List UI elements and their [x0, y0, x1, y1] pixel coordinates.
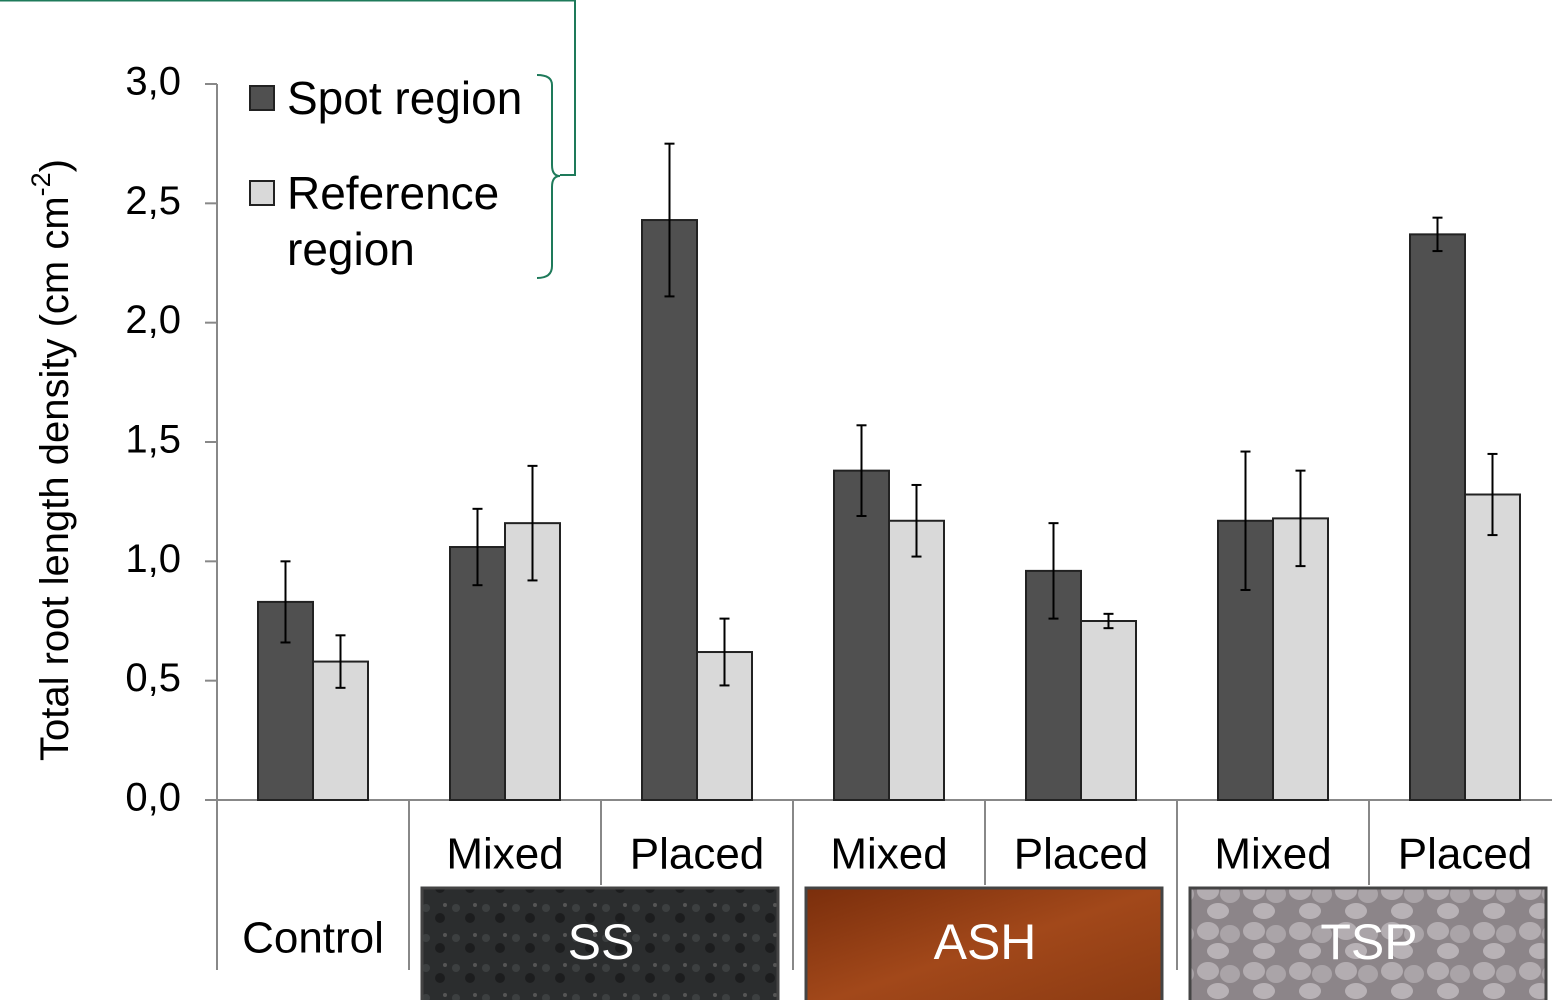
y-tick-label: 0,5: [125, 656, 181, 700]
legend-label: Reference region: [287, 165, 549, 277]
group-label: Control: [242, 914, 384, 963]
bar: [1410, 234, 1465, 800]
x-tick-label: Mixed: [446, 830, 563, 879]
x-tick-label: Placed: [630, 830, 765, 879]
legend-label: Spot region: [287, 70, 549, 126]
y-label-text: Total root length density (cm cm: [33, 196, 77, 761]
y-tick-label: 1,5: [125, 418, 181, 462]
y-tick-label: 1,0: [125, 537, 181, 581]
chart: Total root length density (cm cm-2) 0,0 0…: [0, 0, 1552, 1000]
legend-entry: Reference region: [287, 165, 549, 295]
bar: [889, 521, 944, 800]
group-label: SS: [568, 914, 635, 970]
y-label-end: ): [33, 159, 77, 172]
group-label: ASH: [934, 914, 1037, 970]
bar: [1465, 495, 1520, 800]
y-tick-label: 2,5: [125, 179, 181, 223]
bar: [1081, 621, 1136, 800]
group-label: TSP: [1320, 914, 1417, 970]
x-tick-label: Mixed: [830, 830, 947, 879]
legend-swatch: [250, 86, 274, 110]
y-tick-label: 2,0: [125, 298, 181, 342]
bar: [834, 471, 889, 800]
y-axis-label: Total root length density (cm cm-2): [26, 159, 76, 761]
y-tick-label: 0,0: [125, 776, 181, 820]
x-tick-label: Mixed: [1214, 830, 1331, 879]
x-tick-label: Placed: [1014, 830, 1149, 879]
bar: [642, 220, 697, 800]
x-tick-label: Placed: [1398, 830, 1533, 879]
y-label-sup: -2: [26, 172, 56, 196]
y-tick-label: 3,0: [125, 60, 181, 104]
legend-swatch: [250, 181, 274, 205]
